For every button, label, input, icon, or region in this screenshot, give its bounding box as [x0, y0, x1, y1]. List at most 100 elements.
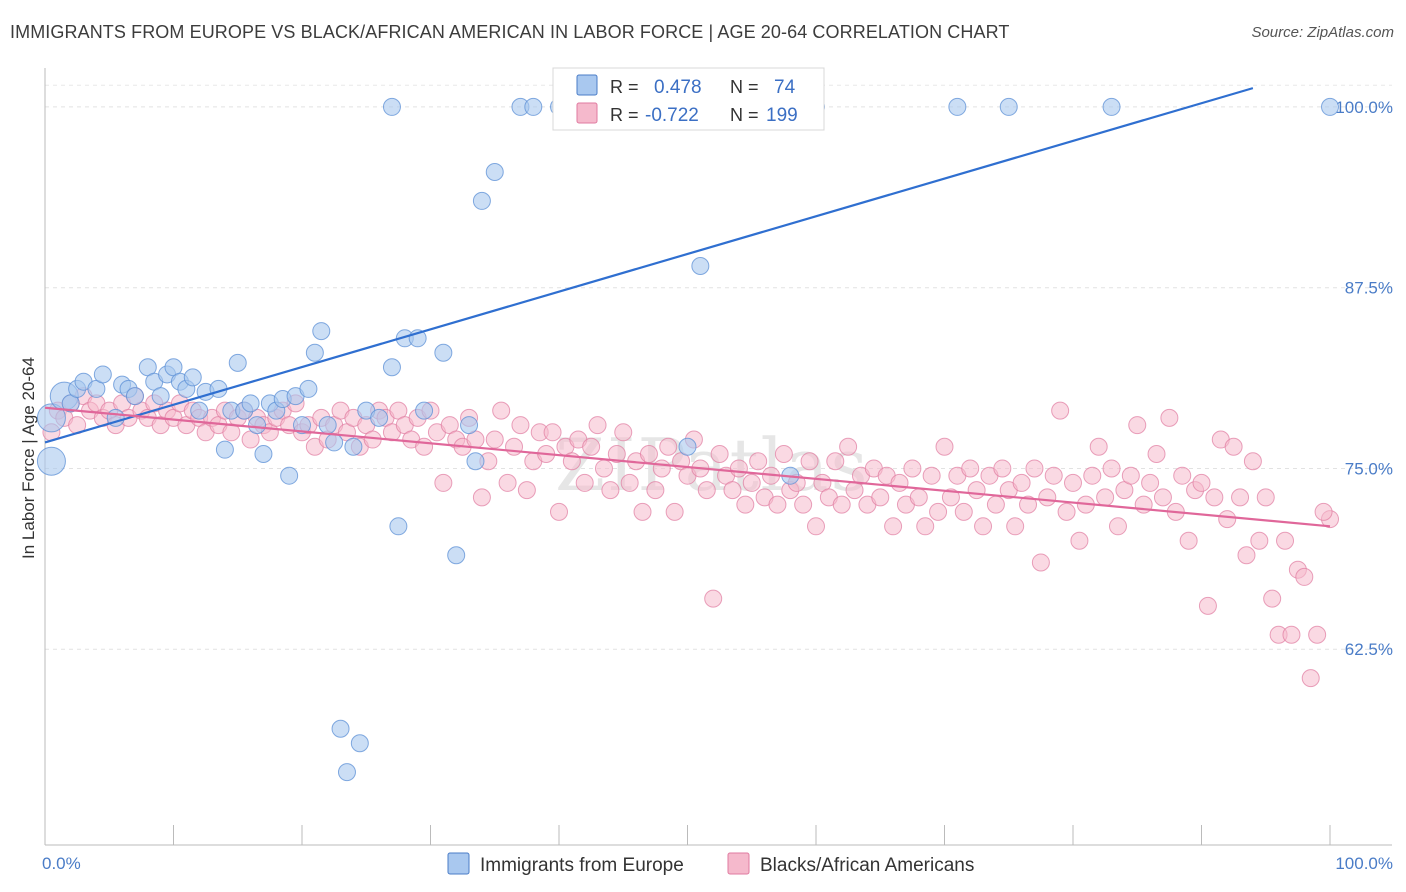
point-black-70	[492, 401, 511, 420]
point-black-114	[774, 445, 793, 463]
legend-r-value-black: -0.722	[645, 105, 699, 126]
point-black-176	[1173, 466, 1192, 485]
point-black-107	[729, 459, 748, 478]
point-black-150	[1006, 517, 1025, 536]
point-black-193	[1282, 625, 1301, 644]
legend-n-label-europe: N =	[730, 77, 759, 97]
point-black-122	[826, 452, 845, 471]
point-europe-46	[370, 408, 389, 427]
point-europe-35	[293, 416, 311, 435]
point-europe-38	[312, 322, 331, 341]
point-black-189	[1256, 488, 1275, 507]
x-tick-label-0: 0.0%	[42, 854, 81, 873]
point-black-83	[575, 473, 594, 492]
point-black-179	[1192, 473, 1211, 492]
point-black-195	[1295, 567, 1314, 586]
legend-r-label-europe: R =	[610, 77, 639, 97]
point-black-155	[1038, 488, 1057, 507]
point-black-173	[1153, 488, 1172, 507]
y-tick-label-0: 62.5%	[1345, 640, 1393, 659]
point-europe-53	[447, 546, 466, 565]
point-black-180	[1198, 596, 1217, 615]
legend-n-label-black: N =	[730, 105, 759, 125]
point-europe-73	[382, 97, 401, 116]
point-black-104	[710, 445, 729, 463]
y-tick-label-3: 100.0%	[1335, 98, 1393, 117]
legend-box: R = 0.478 N = 74 R = -0.722 N = 199	[552, 67, 825, 131]
point-black-73	[511, 416, 530, 435]
point-europe-51	[415, 401, 434, 420]
point-black-79	[550, 502, 568, 521]
point-black-85	[588, 416, 607, 435]
point-black-183	[1218, 510, 1237, 529]
point-black-196	[1301, 669, 1320, 688]
point-black-106	[723, 481, 742, 500]
point-black-188	[1250, 531, 1269, 550]
point-europe-52	[434, 343, 453, 362]
point-black-172	[1147, 445, 1166, 463]
point-europe-29	[254, 445, 273, 463]
point-black-154	[1031, 553, 1050, 572]
y-axis-title: In Labor Force | Age 20-64	[19, 357, 38, 559]
point-black-71	[498, 473, 517, 492]
point-black-187	[1243, 452, 1262, 471]
point-europe-37	[305, 343, 324, 362]
point-europe-19	[183, 368, 202, 387]
point-black-74	[517, 481, 536, 500]
bottom-legend-swatch-black	[727, 852, 750, 875]
point-black-164	[1096, 488, 1115, 507]
point-europe-41	[331, 719, 350, 738]
point-black-61	[434, 473, 453, 492]
point-black-159	[1064, 473, 1082, 492]
point-europe-55	[466, 452, 485, 471]
point-black-139	[935, 437, 954, 456]
legend-swatch-europe	[576, 74, 598, 96]
point-black-192	[1276, 531, 1295, 550]
point-black-165	[1102, 459, 1121, 478]
point-europe-69	[948, 97, 967, 116]
point-black-89	[614, 423, 633, 442]
trend-lines	[44, 87, 1331, 528]
trend-line-europe	[44, 87, 1254, 444]
point-black-138	[929, 502, 948, 521]
legend-r-value-europe: 0.478	[654, 77, 702, 98]
point-europe-39	[318, 416, 337, 435]
bottom-legend-swatch-europe	[447, 852, 470, 875]
point-black-113	[768, 495, 787, 514]
point-black-181	[1205, 488, 1224, 507]
legend-n-value-black: 199	[766, 105, 798, 126]
point-black-197	[1308, 625, 1327, 644]
point-black-90	[620, 473, 639, 492]
point-black-58	[415, 437, 434, 456]
point-black-119	[807, 517, 825, 536]
grid-lines	[45, 84, 1392, 650]
point-black-147	[986, 495, 1005, 514]
legend-n-value-europe: 74	[774, 77, 796, 98]
point-europe-65	[691, 257, 710, 275]
point-black-174	[1160, 408, 1179, 427]
y-tick-label-1: 75.0%	[1345, 459, 1393, 478]
point-black-186	[1237, 546, 1256, 565]
point-black-129	[871, 488, 890, 507]
point-europe-70	[999, 97, 1018, 116]
point-europe-72	[1321, 97, 1339, 116]
scatter-points	[36, 97, 1339, 782]
chart-title: IMMIGRANTS FROM EUROPE VS BLACK/AFRICAN …	[10, 22, 1010, 42]
trend-line-black	[44, 406, 1331, 528]
point-black-124	[839, 437, 858, 456]
point-black-158	[1057, 502, 1076, 521]
point-black-153	[1025, 459, 1044, 478]
point-black-96	[659, 437, 678, 456]
point-black-72	[505, 437, 524, 456]
point-europe-33	[280, 466, 299, 485]
point-black-177	[1179, 531, 1198, 550]
point-europe-36	[299, 379, 318, 398]
point-black-144	[967, 481, 986, 500]
point-europe-0	[36, 446, 66, 476]
point-europe-20	[190, 401, 209, 420]
point-black-184	[1224, 437, 1243, 456]
point-black-67	[472, 488, 491, 507]
point-black-88	[607, 445, 626, 463]
bottom-legend-label-europe: Immigrants from Europe	[480, 855, 684, 876]
point-europe-59	[524, 97, 543, 116]
